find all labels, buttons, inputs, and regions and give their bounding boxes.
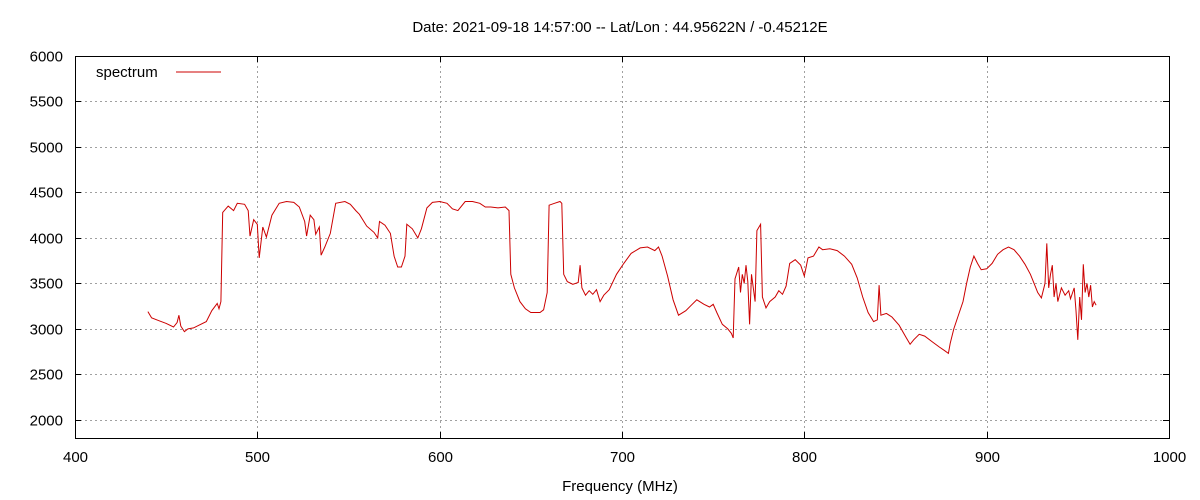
legend: spectrum bbox=[96, 64, 221, 81]
y-tick-label: 4000 bbox=[30, 231, 63, 248]
x-tick-label: 400 bbox=[63, 449, 88, 466]
x-axis-label: Frequency (MHz) bbox=[562, 478, 678, 495]
y-tick-label: 3500 bbox=[30, 276, 63, 293]
y-tick-label: 4500 bbox=[30, 185, 63, 202]
plot-frame bbox=[75, 56, 1170, 439]
spectrum-series-line bbox=[147, 200, 1097, 355]
x-tick-label: 700 bbox=[610, 449, 635, 466]
x-tick-label: 1000 bbox=[1153, 449, 1186, 466]
chart-title: Date: 2021-09-18 14:57:00 -- Lat/Lon : 4… bbox=[412, 19, 827, 36]
y-tick-label: 3000 bbox=[30, 322, 63, 339]
x-tick-label: 500 bbox=[245, 449, 270, 466]
y-tick-label: 2500 bbox=[30, 367, 63, 384]
y-tick-label: 6000 bbox=[30, 49, 63, 66]
x-tick-label: 800 bbox=[792, 449, 817, 466]
legend-label-spectrum: spectrum bbox=[96, 64, 158, 81]
y-tick-label: 2000 bbox=[30, 413, 63, 430]
grid-lines bbox=[75, 56, 1169, 438]
x-tick-label: 900 bbox=[975, 449, 1000, 466]
y-tick-label: 5000 bbox=[30, 140, 63, 157]
x-tick-label: 600 bbox=[428, 449, 453, 466]
y-tick-label: 5500 bbox=[30, 94, 63, 111]
axis-ticks: 400 500 600 700 800 900 1000 2000 2500 3000 3500 40… bbox=[30, 49, 1187, 467]
